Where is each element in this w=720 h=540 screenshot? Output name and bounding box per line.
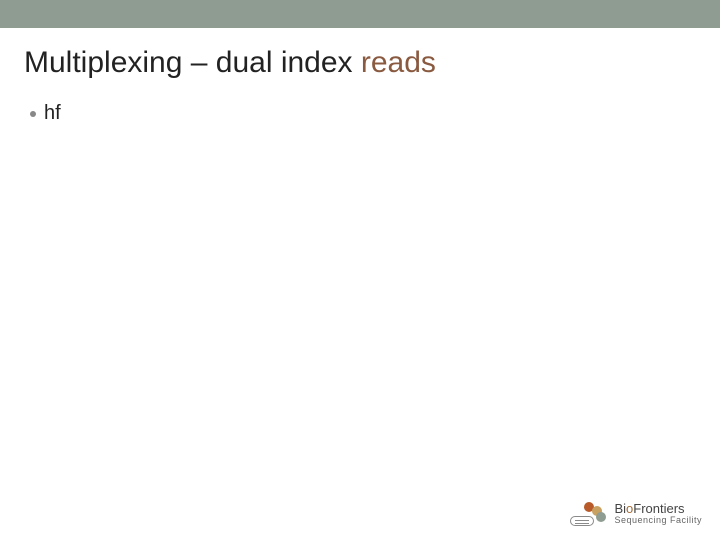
- title-part-a: Multiplexing – dual index: [24, 46, 361, 79]
- bullet-list: hf: [24, 102, 696, 125]
- slide-content: Multiplexing – dual index reads hf: [0, 28, 720, 125]
- logo-line2: Sequencing Facility: [614, 516, 702, 525]
- bullet-text: hf: [44, 102, 61, 125]
- list-item: hf: [30, 102, 696, 125]
- footer-logo: BioFrontiers Sequencing Facility: [568, 500, 702, 528]
- slide-title: Multiplexing – dual index reads: [24, 46, 696, 80]
- logo-text: BioFrontiers Sequencing Facility: [614, 502, 702, 525]
- title-part-b: reads: [361, 46, 436, 79]
- bullet-dot-icon: [30, 111, 36, 117]
- logo-line1: BioFrontiers: [614, 502, 702, 516]
- top-accent-bar: [0, 0, 720, 28]
- logo-glyph-icon: [568, 500, 608, 528]
